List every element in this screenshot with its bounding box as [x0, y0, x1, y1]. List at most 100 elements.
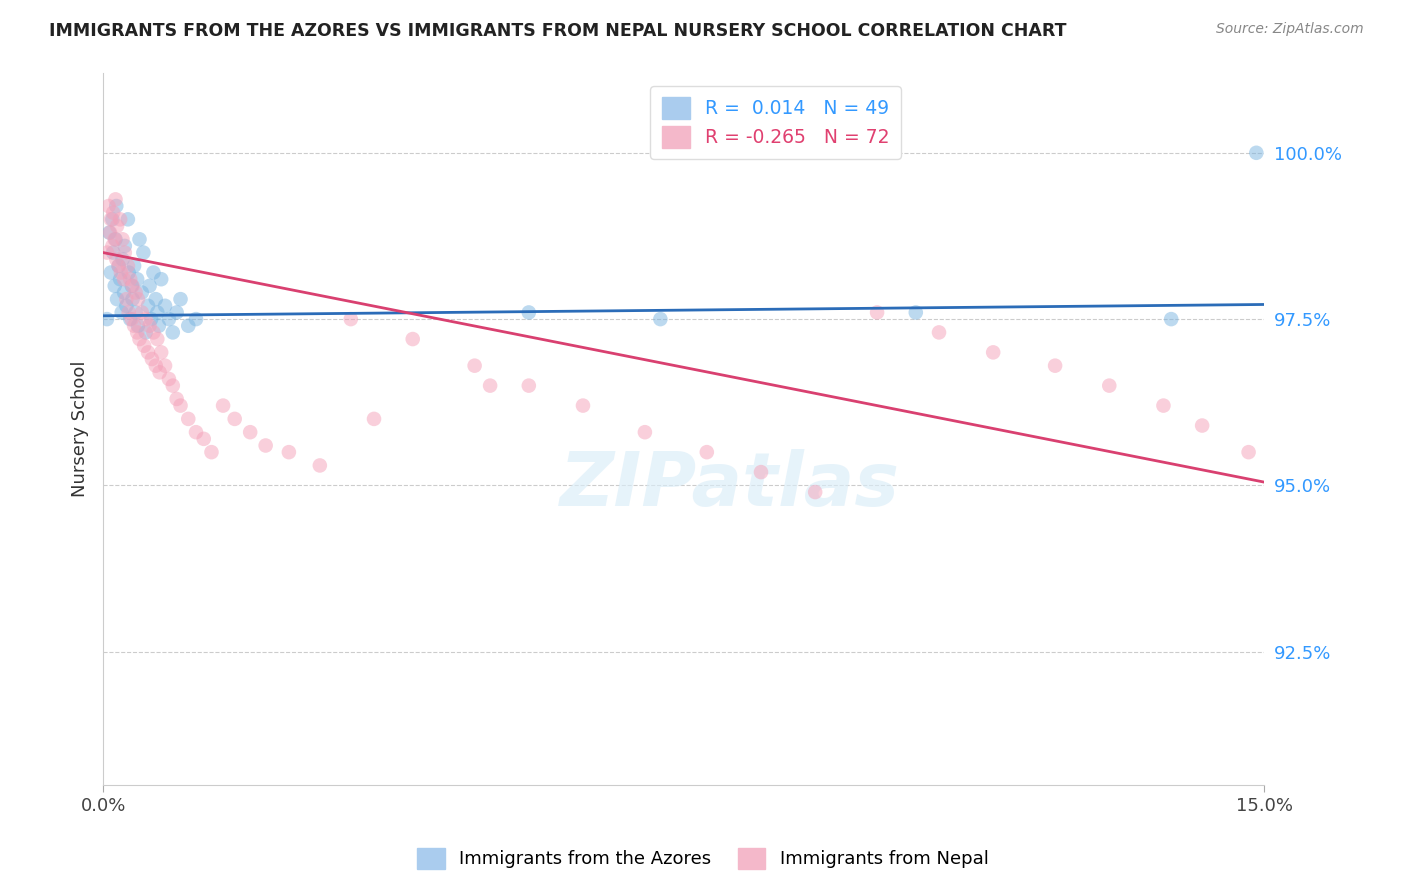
Point [153, 359, 176, 373]
Point [162, 378, 184, 392]
Point [121, 278, 143, 293]
Point [122, 259, 145, 273]
Point [157, 312, 180, 326]
Point [145, 359, 167, 373]
Point [115, 299, 138, 313]
Point [254, 438, 277, 452]
Point [184, 425, 207, 440]
Point [100, 266, 122, 280]
Point [136, 299, 159, 313]
Point [169, 399, 191, 413]
Point [277, 445, 299, 459]
Point [128, 232, 150, 246]
Point [142, 266, 165, 280]
Point [122, 318, 145, 333]
Point [153, 299, 176, 313]
Point [112, 272, 135, 286]
Point [104, 232, 127, 246]
Point [105, 219, 128, 233]
Text: IMMIGRANTS FROM THE AZORES VS IMMIGRANTS FROM NEPAL NURSERY SCHOOL CORRELATION C: IMMIGRANTS FROM THE AZORES VS IMMIGRANTS… [49, 22, 1067, 40]
Point [104, 232, 127, 246]
Point [1237, 445, 1260, 459]
Point [124, 285, 146, 300]
Point [104, 193, 127, 207]
Point [1246, 145, 1268, 160]
Text: Source: ZipAtlas.com: Source: ZipAtlas.com [1216, 22, 1364, 37]
Point [224, 412, 246, 426]
Point [1152, 399, 1174, 413]
Point [131, 285, 153, 300]
Point [114, 239, 136, 253]
Point [142, 326, 165, 340]
Point [157, 372, 180, 386]
Point [124, 305, 146, 319]
Point [117, 259, 139, 273]
Point [118, 305, 141, 319]
Point [111, 305, 134, 319]
Point [121, 312, 143, 326]
Point [479, 378, 502, 392]
Point [120, 312, 142, 326]
Point [363, 412, 385, 426]
Point [118, 266, 141, 280]
Point [141, 351, 163, 366]
Point [339, 312, 361, 326]
Point [804, 485, 827, 500]
Point [696, 445, 718, 459]
Point [981, 345, 1004, 359]
Point [904, 305, 927, 319]
Point [138, 278, 160, 293]
Point [107, 259, 129, 273]
Text: ZIPatlas: ZIPatlas [560, 450, 900, 523]
Point [239, 425, 262, 440]
Point [132, 245, 155, 260]
Point [148, 318, 170, 333]
Point [121, 292, 143, 306]
Legend: R =  0.014   N = 49, R = -0.265   N = 72: R = 0.014 N = 49, R = -0.265 N = 72 [651, 86, 901, 160]
Point [650, 312, 672, 326]
Point [108, 272, 131, 286]
Point [1191, 418, 1213, 433]
Point [105, 199, 128, 213]
Point [138, 318, 160, 333]
Point [1098, 378, 1121, 392]
Point [108, 212, 131, 227]
Point [115, 292, 138, 306]
Point [103, 205, 125, 219]
Point [517, 378, 540, 392]
Point [146, 305, 169, 319]
Legend: Immigrants from the Azores, Immigrants from Nepal: Immigrants from the Azores, Immigrants f… [411, 840, 995, 876]
Point [96, 312, 118, 326]
Point [1160, 312, 1182, 326]
Point [166, 305, 188, 319]
Point [104, 278, 127, 293]
Point [184, 312, 207, 326]
Point [103, 245, 125, 260]
Y-axis label: Nursery School: Nursery School [72, 360, 89, 497]
Point [139, 312, 162, 326]
Point [177, 318, 200, 333]
Point [101, 239, 124, 253]
Point [212, 399, 235, 413]
Point [110, 266, 132, 280]
Point [308, 458, 330, 473]
Point [634, 425, 657, 440]
Point [134, 339, 156, 353]
Point [517, 305, 540, 319]
Point [100, 212, 122, 227]
Point [177, 412, 200, 426]
Point [146, 332, 169, 346]
Point [150, 345, 173, 359]
Point [96, 245, 118, 260]
Point [402, 332, 425, 346]
Point [928, 326, 950, 340]
Point [749, 465, 772, 479]
Point [150, 272, 173, 286]
Point [114, 245, 136, 260]
Point [127, 318, 149, 333]
Point [127, 272, 149, 286]
Point [464, 359, 486, 373]
Point [107, 259, 129, 273]
Point [162, 326, 184, 340]
Point [193, 432, 215, 446]
